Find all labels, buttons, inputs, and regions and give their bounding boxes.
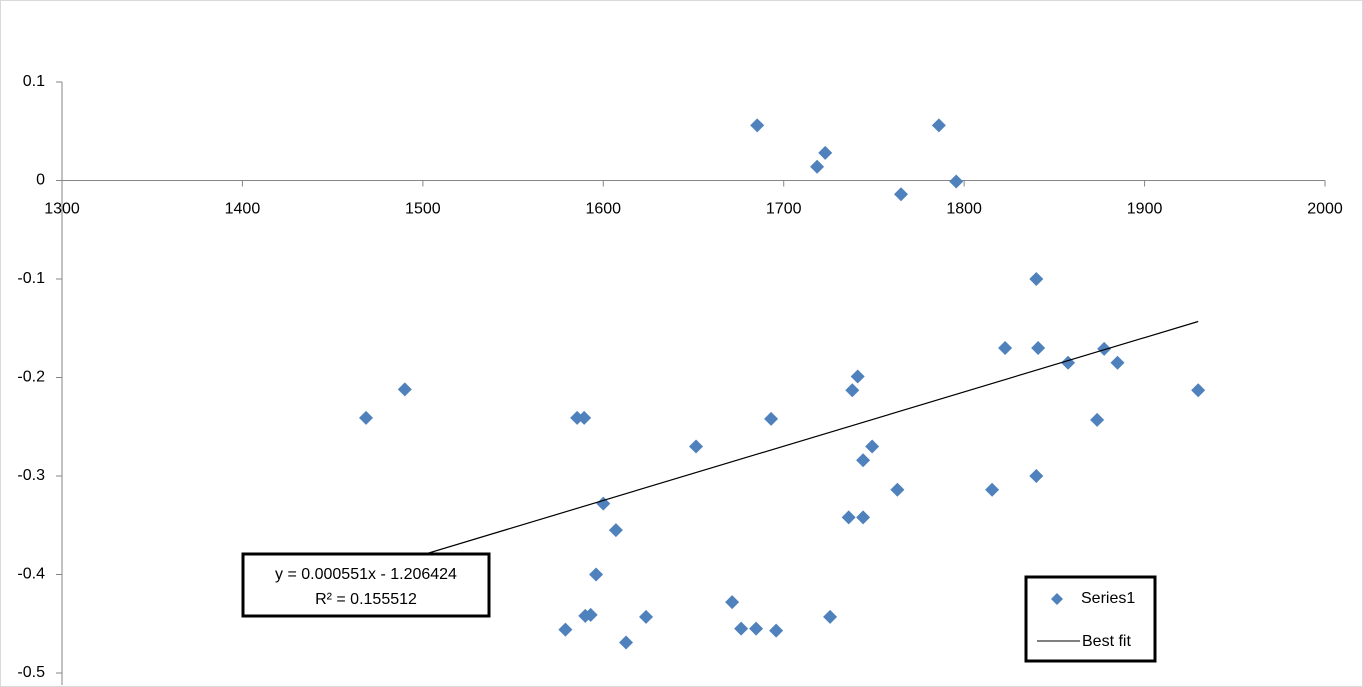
x-tick-label: 1700 xyxy=(766,201,802,218)
point xyxy=(1029,469,1044,483)
y-tick-label: -0.2 xyxy=(17,369,45,386)
point xyxy=(689,439,704,454)
point xyxy=(589,567,604,582)
x-tick-label: 1600 xyxy=(585,201,621,218)
x-tick-label: 1400 xyxy=(225,201,261,218)
point xyxy=(865,439,880,454)
point xyxy=(725,595,740,610)
y-tick-label: 0 xyxy=(36,172,45,189)
legend-box xyxy=(1024,575,1157,663)
point xyxy=(818,145,833,160)
x-tick-label: 1300 xyxy=(44,201,80,218)
point xyxy=(850,369,865,384)
x-tick-label: 1500 xyxy=(405,201,441,218)
y-tick-label: -0.1 xyxy=(17,270,45,287)
point xyxy=(570,410,585,425)
legend-label: Best fit xyxy=(1082,633,1131,650)
point xyxy=(619,635,634,650)
point xyxy=(890,482,905,497)
y-tick-label: -0.3 xyxy=(17,467,45,484)
point xyxy=(1191,383,1206,398)
point xyxy=(856,453,871,468)
point xyxy=(893,187,908,202)
point xyxy=(856,510,871,525)
y-tick-label: -0.4 xyxy=(17,566,45,583)
point xyxy=(764,411,779,426)
point xyxy=(949,174,964,189)
point xyxy=(1097,341,1112,356)
point xyxy=(1090,412,1105,427)
point xyxy=(985,482,1000,497)
point xyxy=(841,510,856,525)
legend-marker xyxy=(1051,593,1063,605)
point xyxy=(1110,355,1125,370)
point xyxy=(608,523,623,538)
point xyxy=(931,118,946,133)
y-tick-label: 0.1 xyxy=(23,73,45,90)
point xyxy=(845,383,860,398)
point xyxy=(639,609,654,624)
point xyxy=(749,621,764,636)
equation-box xyxy=(241,552,491,618)
point xyxy=(583,607,598,622)
point xyxy=(823,609,838,624)
point xyxy=(1029,272,1044,286)
point xyxy=(810,159,825,174)
point xyxy=(734,621,749,636)
trendline xyxy=(365,320,1199,573)
x-tick-label: 1900 xyxy=(1127,201,1163,218)
r-squared: R² = 0.155512 xyxy=(315,591,417,608)
point xyxy=(998,340,1013,355)
point xyxy=(577,410,592,425)
equation: y = 0.000551x - 1.206424 xyxy=(275,566,457,583)
point xyxy=(558,622,573,637)
x-tick-label: 2000 xyxy=(1307,201,1343,218)
y-tick-label: -0.5 xyxy=(17,664,45,681)
x-tick-label: 1800 xyxy=(946,201,982,218)
point xyxy=(1031,340,1046,355)
point xyxy=(750,118,765,133)
point xyxy=(397,382,412,397)
legend-label: Series1 xyxy=(1081,590,1135,607)
point xyxy=(359,410,374,425)
point xyxy=(769,623,784,638)
point xyxy=(596,496,611,511)
